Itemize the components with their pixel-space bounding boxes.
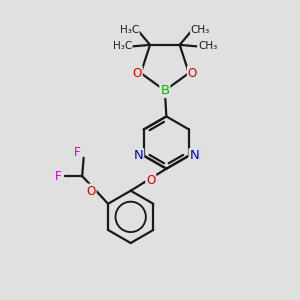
Text: F: F bbox=[55, 170, 62, 183]
Text: CH₃: CH₃ bbox=[198, 41, 217, 52]
Text: H₃C: H₃C bbox=[112, 41, 132, 52]
Text: O: O bbox=[188, 67, 197, 80]
Text: O: O bbox=[86, 184, 96, 197]
Text: O: O bbox=[133, 67, 142, 80]
Text: N: N bbox=[134, 149, 143, 162]
Text: O: O bbox=[146, 174, 155, 188]
Text: N: N bbox=[190, 149, 199, 162]
Text: F: F bbox=[74, 146, 80, 160]
Text: CH₃: CH₃ bbox=[191, 25, 210, 35]
Text: H₃C: H₃C bbox=[120, 25, 139, 35]
Text: B: B bbox=[160, 84, 170, 97]
